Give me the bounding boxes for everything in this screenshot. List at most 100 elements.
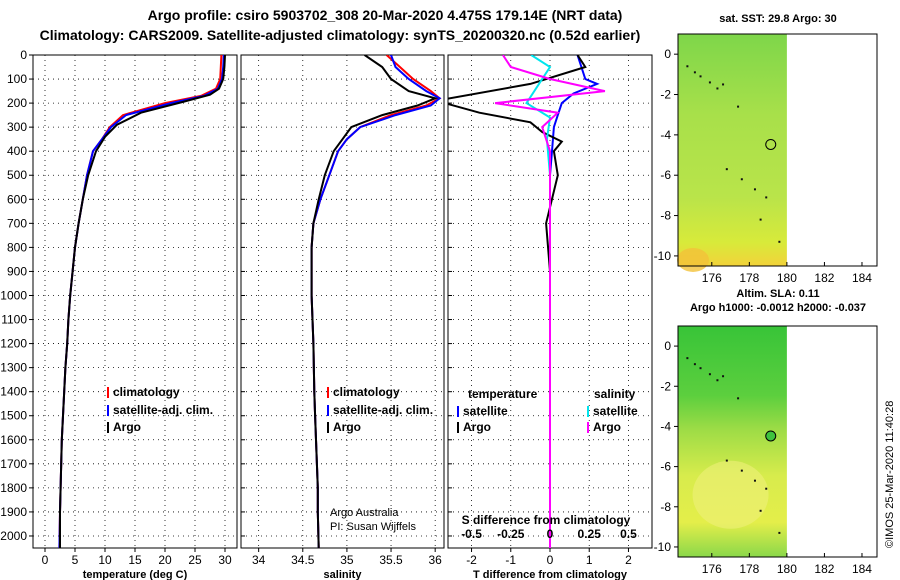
diff-legend-label-1: Argo (463, 420, 491, 434)
sla-map-subtitle: Argo h1000: -0.0012 h2000: -0.037 (690, 302, 866, 314)
sla-map-field-highlight (692, 460, 769, 529)
temperature-profile-xtick-label-6: 30 (218, 553, 232, 567)
sla-map-island-4 (716, 379, 719, 382)
sst-map-xtick-label-3: 182 (814, 271, 834, 285)
sla-map-island-2 (699, 367, 702, 370)
sst-map-xtick-label-4: 184 (852, 271, 872, 285)
difference-profile-xtick-label-3: 1 (586, 553, 593, 567)
difference-profile-xlabel: T difference from climatology (473, 569, 628, 580)
sst-map-ytick-label-1: -2 (660, 88, 671, 102)
temperature-profile-ytick-label-11: 1100 (1, 313, 27, 327)
diff-s-tick-label-0: -0.5 (461, 527, 482, 541)
difference-profile-xtick-label-4: 2 (625, 553, 632, 567)
sla-map-xtick-label-0: 176 (702, 562, 722, 576)
temperature-profile-ytick-label-5: 500 (7, 168, 27, 182)
sst-map-island-1 (693, 71, 696, 74)
temperature-profile-ytick-label-0: 0 (20, 48, 27, 62)
sla-map-xtick-label-3: 182 (814, 562, 834, 576)
sst-map-field (678, 34, 787, 266)
figure-title-line1: Argo profile: csiro 5903702_308 20-Mar-2… (148, 7, 623, 23)
sla-map-panel: 176 178 180 182 184 0 -2 -4 -6 -8 -10 Altim. SLA: 0… (654, 288, 878, 576)
salinity-profile-frame (240, 54, 445, 549)
sla-map-island-12 (778, 531, 781, 534)
diff-s-tick-label-3: 0.25 (578, 527, 602, 541)
temperature-profile-panel: 0 5 10 15 20 25 300100200300400500600700800900… (0, 48, 238, 580)
temperature-profile-ytick-label-8: 800 (7, 240, 27, 254)
sst-map-ytick-label-0: 0 (664, 47, 671, 61)
sst-map-panel: 176 178 180 182 184 0 -2 -4 -6 -8 -10 sat. SST: 29.… (654, 13, 878, 285)
sst-map-xtick-label-1: 178 (739, 271, 759, 285)
temperature-profile-ytick-label-6: 600 (7, 192, 27, 206)
sst-map-field-highlight (677, 247, 710, 272)
temperature-profile-xtick-label-2: 10 (98, 553, 112, 567)
sst-map-island-7 (725, 168, 728, 171)
sla-map-ytick-label-5: -10 (654, 540, 672, 554)
sla-map-island-0 (686, 357, 689, 360)
temperature-profile-ytick-label-16: 1600 (0, 433, 27, 447)
sal-legend-label-1: satellite-adj. clim. (333, 403, 433, 417)
sla-map-xtick-label-4: 184 (852, 562, 872, 576)
temperature-profile-ytick-label-20: 2000 (0, 529, 27, 543)
sst-map-profile-marker (765, 138, 777, 150)
sst-map-island-4 (716, 87, 719, 90)
temp-legend-label-1: satellite-adj. clim. (113, 403, 213, 417)
sst-map-xtick-label-2: 180 (777, 271, 797, 285)
temperature-profile-ytick-label-1: 100 (7, 72, 27, 86)
temperature-profile-xtick-label-4: 20 (158, 553, 172, 567)
sst-map-island-10 (765, 196, 768, 199)
salinity-profile-series-argo (310, 55, 439, 548)
sst-map-island-8 (740, 178, 743, 181)
diff-legend-sal-title: salinity (594, 387, 636, 401)
sla-map-ytick-label-2: -4 (660, 419, 671, 433)
sal-legend-label-2: Argo (333, 420, 361, 434)
temperature-profile-ytick-label-4: 400 (7, 144, 27, 158)
diff-legend-label-3: Argo (593, 420, 621, 434)
temperature-profile-xtick-label-0: 0 (42, 553, 49, 567)
sla-map-island-11 (759, 509, 762, 512)
sal-legend-label-0: climatology (333, 385, 400, 399)
sla-map-island-10 (765, 487, 768, 490)
diff-s-tick-label-2: 0 (547, 527, 554, 541)
credit-line1: Argo Australia (330, 507, 399, 519)
salinity-profile-xtick-label-1: 34.5 (291, 553, 315, 567)
sst-map-island-0 (686, 65, 689, 68)
diff-legend-temp-title: temperature (468, 387, 538, 401)
temperature-profile-ytick-label-10: 1000 (0, 288, 27, 302)
sla-map-island-7 (725, 459, 728, 462)
sla-map-island-9 (753, 479, 756, 482)
sla-map-island-6 (737, 397, 740, 400)
salinity-profile-xtick-label-0: 34 (252, 553, 266, 567)
difference-profile-xtick-label-1: -1 (505, 553, 516, 567)
sla-map-title: Altim. SLA: 0.11 (736, 288, 819, 300)
sst-map-ytick-label-4: -8 (660, 209, 671, 223)
diff-s-tick-label-4: 0.5 (620, 527, 637, 541)
imos-timestamp: ©IMOS 25-Mar-2020 11:40:28 (884, 401, 896, 548)
temperature-profile-ytick-label-12: 1200 (0, 337, 27, 351)
temperature-profile-ytick-label-7: 700 (7, 216, 27, 230)
temperature-profile-ytick-label-13: 1300 (0, 361, 27, 375)
temperature-profile-ytick-label-3: 300 (7, 120, 27, 134)
sst-map-island-5 (722, 83, 725, 86)
temperature-profile-frame (32, 54, 238, 549)
sst-map-island-2 (699, 75, 702, 78)
sst-map-island-11 (759, 218, 762, 221)
sst-map-frame (677, 33, 878, 267)
credit-line2: PI: Susan Wijffels (330, 521, 416, 533)
sla-map-island-3 (708, 373, 711, 376)
temp-legend-label-0: climatology (113, 385, 180, 399)
sla-map-ytick-label-0: 0 (664, 339, 671, 353)
sst-map-ytick-label-3: -6 (660, 168, 671, 182)
diff-legend-label-2: satellite (593, 404, 638, 418)
temperature-profile-series-argo (59, 55, 226, 548)
difference-profile-xtick-label-0: -2 (466, 553, 477, 567)
temperature-profile-xtick-label-5: 25 (188, 553, 202, 567)
sst-map-ytick-label-5: -10 (654, 249, 672, 263)
figure-title-line2: Climatology: CARS2009. Satellite-adjuste… (40, 27, 641, 43)
difference-profile-panel: -2 -1 0 1 2 T difference from climatology S di… (447, 54, 653, 580)
sla-map-xtick-label-1: 178 (739, 562, 759, 576)
salinity-profile-xlabel: salinity (324, 569, 363, 580)
sla-map-frame (677, 325, 878, 558)
sla-map-ytick-label-4: -8 (660, 500, 671, 514)
temperature-profile-xlabel: temperature (deg C) (83, 569, 188, 580)
